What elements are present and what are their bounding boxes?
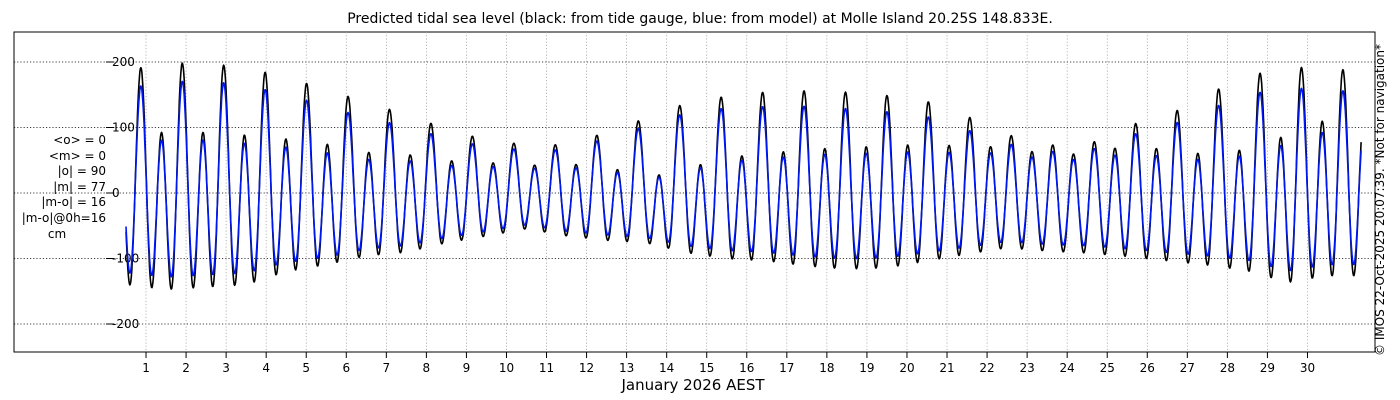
x-tick-label: 15: [699, 361, 714, 375]
credit-text: © IMOS 22-Oct-2025 20:07:39. *Not for na…: [1373, 44, 1387, 356]
stat-mean-model: <m> = 0: [48, 148, 106, 163]
y-tick-label: 100: [112, 121, 135, 135]
chart-title: Predicted tidal sea level (black: from t…: [347, 11, 1053, 27]
series-lines: [125, 62, 1362, 290]
stat-abs-diff: |m-o| = 16: [41, 195, 106, 210]
x-tick-label: 3: [222, 361, 230, 375]
x-tick-label: 5: [302, 361, 310, 375]
x-tick-label: 7: [383, 361, 391, 375]
x-tick-label: 22: [979, 361, 994, 375]
x-tick-label: 21: [939, 361, 954, 375]
y-tick-label: 200: [112, 55, 135, 69]
y-tick-label: -100: [112, 252, 139, 266]
x-tick-label: 25: [1100, 361, 1115, 375]
x-tick-label: 9: [463, 361, 471, 375]
x-axis: 1 2 3 4 5 6 7 8 9 10 11 12 13 14 15 16 17 18 19 20 21 22 23 24 2…: [142, 352, 1315, 375]
grid-lines: [14, 32, 1375, 352]
x-tick-label: 16: [739, 361, 754, 375]
x-tick-label: 19: [859, 361, 874, 375]
y-tick-label: 0: [112, 186, 120, 200]
x-tick-label: 27: [1180, 361, 1195, 375]
x-tick-label: 13: [619, 361, 634, 375]
x-tick-label: 14: [659, 361, 674, 375]
x-tick-label: 12: [579, 361, 594, 375]
stat-abs-observed: |o| = 90: [57, 164, 106, 179]
x-tick-label: 6: [342, 361, 350, 375]
model-line: [125, 80, 1362, 278]
x-tick-label: 1: [142, 361, 150, 375]
x-axis-label: January 2026 AEST: [621, 376, 765, 394]
x-tick-label: 11: [539, 361, 554, 375]
x-tick-label: 30: [1300, 361, 1315, 375]
x-tick-label: 29: [1260, 361, 1275, 375]
x-tick-label: 4: [262, 361, 270, 375]
stat-mean-observed: <o> = 0: [53, 133, 106, 147]
x-tick-label: 28: [1220, 361, 1235, 375]
x-tick-label: 2: [182, 361, 190, 375]
x-tick-label: 10: [499, 361, 514, 375]
x-tick-label: 26: [1140, 361, 1155, 375]
stat-unit: cm: [47, 226, 67, 241]
x-tick-label: 24: [1060, 361, 1075, 375]
y-tick-label: -200: [112, 317, 139, 331]
x-tick-label: 20: [899, 361, 914, 375]
x-tick-label: 8: [423, 361, 431, 375]
stat-abs-diff-0h: |m-o|@0h=16: [21, 210, 106, 225]
x-tick-label: 17: [779, 361, 794, 375]
x-tick-label: 23: [1019, 361, 1034, 375]
x-tick-label: 18: [819, 361, 834, 375]
stat-abs-model: |m| = 77: [53, 179, 106, 194]
statistics-box: <o> = 0 <m> = 0 |o| = 90 |m| = 77 |m-o| …: [8, 133, 106, 242]
